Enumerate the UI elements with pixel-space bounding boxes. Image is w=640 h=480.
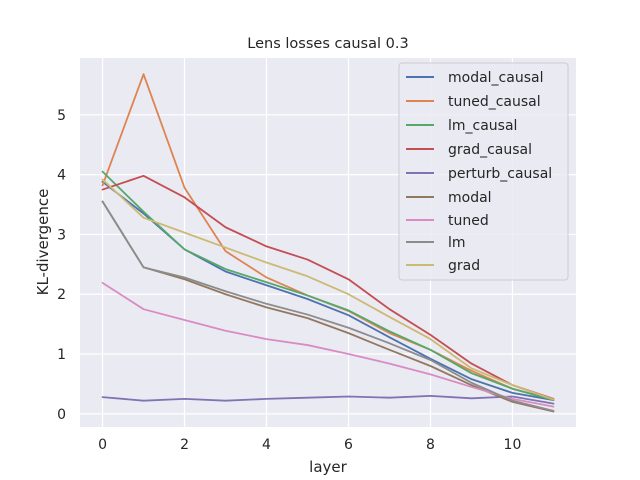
series-line-grad bbox=[101, 178, 555, 401]
series-line-lm-causal bbox=[101, 170, 555, 401]
x-axis-label: layer bbox=[309, 458, 347, 476]
legend-label: grad bbox=[448, 258, 480, 274]
legend: modal_causal tuned_causal lm_causal grad… bbox=[398, 62, 569, 281]
series-line-perturb-causal bbox=[101, 395, 555, 405]
x-tick-label-2: 4 bbox=[262, 437, 271, 453]
legend-item-tuned: tuned bbox=[406, 213, 489, 229]
y-tick-label-2: 2 bbox=[57, 287, 66, 303]
x-tick-label-4: 8 bbox=[426, 437, 435, 453]
legend-label: tuned bbox=[448, 213, 489, 229]
y-tick-label-0: 0 bbox=[57, 407, 66, 423]
x-tick-label-5: 10 bbox=[504, 437, 522, 453]
x-tick-label-1: 2 bbox=[180, 437, 189, 453]
legend-item-lm-causal: lm_causal bbox=[406, 118, 517, 134]
series-line-lm bbox=[101, 200, 555, 412]
legend-item-modal: modal bbox=[406, 190, 492, 206]
legend-box bbox=[398, 62, 569, 281]
legend-label: tuned_causal bbox=[448, 94, 541, 110]
legend-item-modal-causal: modal_causal bbox=[406, 70, 543, 86]
series-line-grad-causal bbox=[101, 174, 555, 400]
legend-item-tuned-causal: tuned_causal bbox=[406, 94, 541, 110]
legend-label: lm bbox=[448, 235, 466, 251]
chart-title: Lens losses causal 0.3 bbox=[247, 36, 408, 52]
legend-label: perturb_causal bbox=[448, 166, 552, 182]
series-line-modal bbox=[101, 200, 555, 413]
x-tick-labels: 0 2 4 6 8 10 bbox=[98, 437, 521, 453]
series-line-tuned bbox=[101, 281, 555, 408]
y-tick-label-3: 3 bbox=[57, 227, 66, 243]
y-tick-label-5: 5 bbox=[57, 108, 66, 124]
legend-label: grad_causal bbox=[448, 142, 532, 158]
legend-item-grad-causal: grad_causal bbox=[406, 142, 532, 158]
x-tick-label-0: 0 bbox=[98, 437, 107, 453]
legend-item-lm: lm bbox=[406, 235, 466, 251]
legend-label: modal bbox=[448, 190, 492, 206]
series-lines bbox=[101, 73, 555, 413]
legend-item-perturb-causal: perturb_causal bbox=[406, 166, 552, 182]
y-tick-label-1: 1 bbox=[57, 347, 66, 363]
legend-item-grad: grad bbox=[406, 258, 480, 274]
y-tick-labels: 0 1 2 3 4 5 bbox=[57, 108, 66, 423]
y-axis-label: KL-divergence bbox=[34, 189, 52, 296]
y-tick-label-4: 4 bbox=[57, 168, 66, 184]
legend-label: lm_causal bbox=[448, 118, 517, 134]
x-tick-label-3: 6 bbox=[344, 437, 353, 453]
legend-label: modal_causal bbox=[448, 70, 543, 86]
